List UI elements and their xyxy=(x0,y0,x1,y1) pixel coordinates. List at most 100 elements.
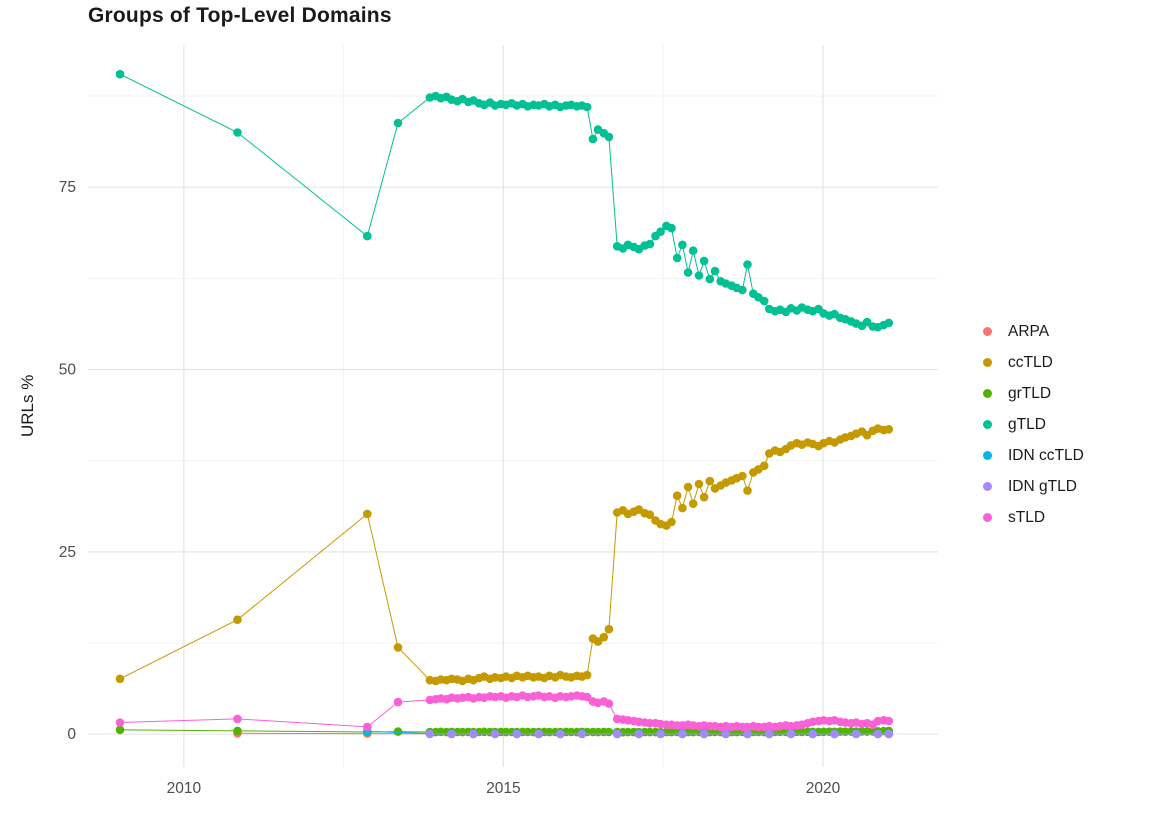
data-point xyxy=(363,722,372,732)
data-point xyxy=(699,256,709,266)
gridlines-major xyxy=(88,45,938,767)
data-point xyxy=(743,260,752,269)
data-point xyxy=(582,102,592,112)
chart-title: Groups of Top-Level Domains xyxy=(88,4,392,27)
data-point xyxy=(721,729,731,739)
data-point xyxy=(599,632,609,642)
data-point xyxy=(710,266,720,276)
data-point xyxy=(705,476,715,486)
data-point xyxy=(884,716,894,726)
data-point xyxy=(115,725,125,735)
data-point xyxy=(393,643,403,652)
legend-item-cctld: ccTLD xyxy=(983,347,1084,378)
data-point xyxy=(699,729,709,739)
data-point xyxy=(851,729,861,739)
data-point xyxy=(683,482,693,492)
legend-label-idn-cctld: IDN ccTLD xyxy=(1008,446,1084,464)
data-point xyxy=(873,729,883,739)
data-point xyxy=(393,118,403,128)
legend-swatch-grtld-icon xyxy=(983,389,992,398)
data-point xyxy=(447,729,456,739)
data-point xyxy=(743,729,752,739)
data-point xyxy=(604,624,614,634)
data-point xyxy=(738,285,747,295)
data-point xyxy=(363,231,372,241)
legend-swatch-arpa-icon xyxy=(983,327,992,336)
data-point xyxy=(688,246,698,255)
data-point xyxy=(699,492,709,502)
data-point xyxy=(738,471,747,481)
data-point xyxy=(884,729,894,739)
y-tick-labels: 0 25 50 75 xyxy=(59,179,77,743)
data-point xyxy=(645,510,655,519)
data-point xyxy=(363,509,372,519)
data-point xyxy=(115,69,125,79)
data-point xyxy=(656,227,665,236)
data-point xyxy=(694,271,704,280)
data-point xyxy=(884,425,894,434)
svg-text:25: 25 xyxy=(59,544,76,561)
legend-item-idn-cctld: IDN ccTLD xyxy=(983,440,1084,471)
data-point xyxy=(582,670,592,680)
series-gtld xyxy=(115,69,894,332)
legend-label-cctld: ccTLD xyxy=(1008,353,1053,371)
data-point xyxy=(233,714,242,724)
data-point xyxy=(393,727,403,736)
legend-swatch-idn-gtld-icon xyxy=(983,482,992,491)
legend-item-idn-gtld: IDN gTLD xyxy=(983,471,1084,502)
svg-text:2020: 2020 xyxy=(806,780,841,797)
data-point xyxy=(683,268,693,277)
data-point xyxy=(656,729,665,739)
svg-text:75: 75 xyxy=(59,179,76,196)
legend-swatch-idn-cctld-icon xyxy=(983,451,992,460)
legend-item-grtld: grTLD xyxy=(983,378,1084,409)
svg-text:2015: 2015 xyxy=(486,780,520,797)
data-point xyxy=(233,726,242,736)
data-point xyxy=(233,615,242,624)
data-point xyxy=(612,729,622,739)
data-point xyxy=(678,503,687,513)
data-point xyxy=(469,729,478,739)
data-point xyxy=(786,729,796,739)
data-point xyxy=(634,729,644,739)
data-point xyxy=(667,223,676,233)
data-point xyxy=(393,697,403,707)
legend-item-gtld: gTLD xyxy=(983,409,1084,440)
data-point xyxy=(604,699,614,708)
legend-item-stld: sTLD xyxy=(983,502,1084,533)
legend-swatch-cctld-icon xyxy=(983,358,992,367)
data-point xyxy=(512,729,522,739)
data-point xyxy=(667,517,676,527)
data-point xyxy=(490,729,500,739)
legend-swatch-stld-icon xyxy=(983,513,992,522)
data-point xyxy=(678,240,687,250)
data-point xyxy=(694,479,704,489)
data-point xyxy=(115,674,125,684)
data-point xyxy=(556,729,565,739)
svg-text:2010: 2010 xyxy=(167,780,202,797)
data-point xyxy=(588,134,598,144)
x-tick-labels: 2010 2015 2020 xyxy=(167,780,841,797)
legend-label-stld: sTLD xyxy=(1008,508,1046,526)
legend-item-arpa: ARPA xyxy=(983,316,1084,347)
legend-label-arpa: ARPA xyxy=(1008,322,1050,340)
data-point xyxy=(808,729,817,739)
data-point xyxy=(672,253,682,263)
data-point xyxy=(759,296,769,306)
data-point xyxy=(645,239,655,249)
svg-text:0: 0 xyxy=(67,726,76,743)
data-point xyxy=(577,729,587,739)
data-point xyxy=(604,132,614,142)
data-point xyxy=(830,729,839,739)
data-point xyxy=(765,729,774,739)
legend: ARPA ccTLD grTLD gTLD IDN ccTLD IDN gTLD… xyxy=(983,316,1084,533)
data-point xyxy=(604,727,614,737)
data-point xyxy=(672,491,682,501)
data-point xyxy=(425,729,435,739)
legend-label-idn-gtld: IDN gTLD xyxy=(1008,477,1077,495)
gridlines-minor xyxy=(88,45,938,767)
data-point xyxy=(884,318,894,328)
data-point xyxy=(759,461,769,471)
